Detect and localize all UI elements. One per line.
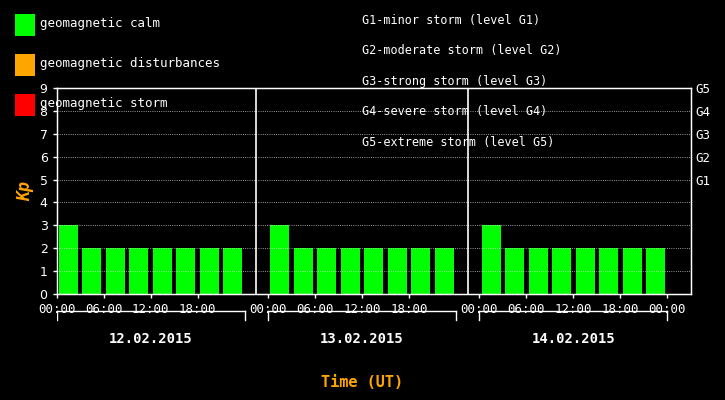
Bar (411, 248, 431, 294)
Text: G1-minor storm (level G1): G1-minor storm (level G1) (362, 14, 541, 27)
Bar (199, 248, 219, 294)
Text: G4-severe storm (level G4): G4-severe storm (level G4) (362, 105, 548, 118)
Bar (129, 248, 149, 294)
Bar (176, 248, 196, 294)
Y-axis label: Kp: Kp (16, 181, 34, 201)
Bar (106, 248, 125, 294)
Text: G3-strong storm (level G3): G3-strong storm (level G3) (362, 75, 548, 88)
Bar (223, 248, 242, 294)
Bar (646, 248, 666, 294)
Text: G2-moderate storm (level G2): G2-moderate storm (level G2) (362, 44, 562, 57)
Text: 12.02.2015: 12.02.2015 (109, 332, 192, 346)
Bar (341, 248, 360, 294)
Bar (388, 248, 407, 294)
Bar (153, 248, 172, 294)
Bar (364, 248, 384, 294)
Bar (317, 248, 336, 294)
Bar (294, 248, 313, 294)
Bar (481, 225, 501, 294)
Bar (599, 248, 618, 294)
Text: geomagnetic disturbances: geomagnetic disturbances (40, 57, 220, 70)
Bar (59, 225, 78, 294)
Text: G5-extreme storm (level G5): G5-extreme storm (level G5) (362, 136, 555, 149)
Text: 14.02.2015: 14.02.2015 (531, 332, 616, 346)
Bar (270, 225, 289, 294)
Text: Time (UT): Time (UT) (321, 375, 404, 390)
Text: geomagnetic calm: geomagnetic calm (40, 17, 160, 30)
Bar (529, 248, 548, 294)
Text: geomagnetic storm: geomagnetic storm (40, 97, 167, 110)
Text: 13.02.2015: 13.02.2015 (320, 332, 404, 346)
Bar (623, 248, 642, 294)
Bar (434, 248, 454, 294)
Bar (82, 248, 102, 294)
Bar (505, 248, 524, 294)
Bar (552, 248, 571, 294)
Bar (576, 248, 594, 294)
